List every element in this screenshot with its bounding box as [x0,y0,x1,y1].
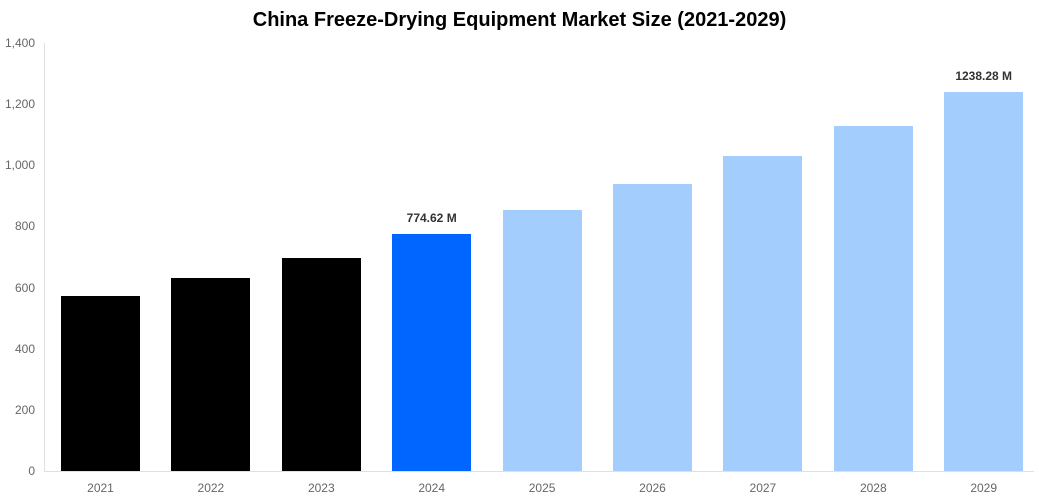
data-label: 774.62 M [406,211,457,226]
y-tick-label: 1,000 [4,158,35,173]
bar-2025[interactable] [502,209,582,471]
bar-2027[interactable] [723,156,803,471]
x-tick-label: 2027 [749,481,777,495]
bar-2028[interactable] [833,125,913,471]
y-axis-line [44,43,45,471]
x-axis-line [44,471,1034,472]
bar-2026[interactable] [613,183,692,471]
y-tick-label: 600 [14,280,35,295]
x-tick-label: 2021 [87,481,114,495]
x-tick-label: 2026 [639,481,666,495]
chart-title: China Freeze-Drying Equipment Market Siz… [252,9,787,31]
x-tick-label: 2028 [859,481,887,495]
x-tick-label: 2029 [970,481,998,495]
y-tick-label: 800 [14,219,35,234]
y-tick-label: 1,400 [4,36,35,50]
x-tick-label: 2025 [528,481,556,495]
y-tick-label: 0 [28,464,35,478]
x-tick-label: 2024 [418,481,446,495]
y-tick-label: 400 [14,341,35,356]
data-label: 1238.28 M [955,69,1013,84]
x-tick-label: 2022 [197,481,225,495]
bar-2021[interactable] [61,296,140,471]
bar-2024[interactable] [392,234,472,471]
bar-2029[interactable] [944,92,1024,471]
y-tick-label: 1,200 [4,97,35,112]
bar-2023[interactable] [281,257,361,471]
x-tick-label: 2023 [307,481,335,495]
y-tick-label: 200 [14,402,35,417]
bar-2022[interactable] [171,278,251,471]
